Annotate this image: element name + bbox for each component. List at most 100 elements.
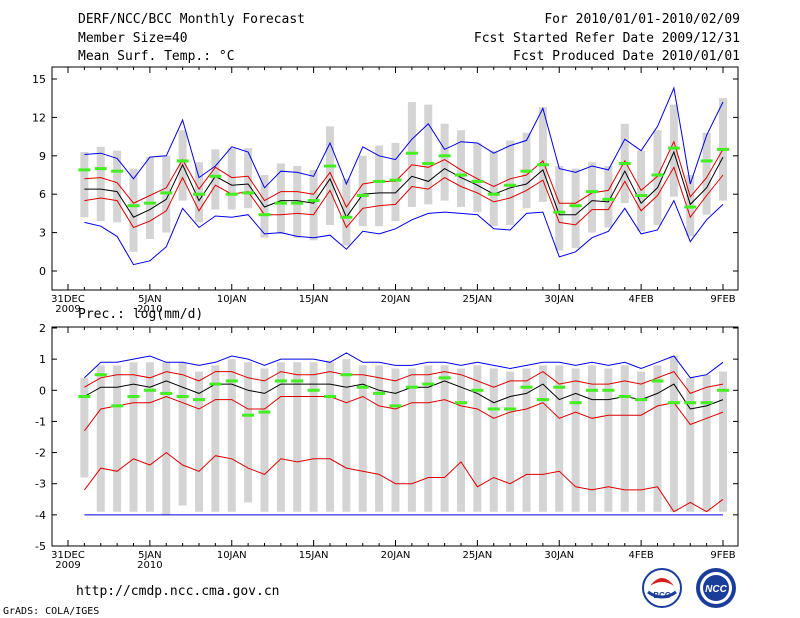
obs-marker-38	[684, 401, 697, 405]
fcst-produced-date: Fcst Produced Date 2010/01/01	[513, 49, 740, 64]
obs-marker-31	[569, 401, 582, 405]
box-27	[506, 140, 515, 225]
variable-label: Mean Surf. Temp.: °C	[78, 49, 235, 64]
box-28	[522, 368, 531, 512]
x-tick-label: 4FEB	[628, 294, 653, 305]
obs-marker-25	[471, 388, 484, 392]
box-32	[588, 162, 596, 233]
median-line	[84, 150, 724, 219]
obs-marker-19	[373, 391, 386, 395]
box-3	[113, 150, 122, 223]
x-tick-label: 10JAN	[217, 550, 247, 561]
obs-marker-28	[520, 169, 533, 173]
box-8	[195, 371, 203, 512]
box-26	[489, 150, 498, 227]
box-12	[260, 368, 269, 512]
q-upper-line	[84, 370, 724, 395]
box-13	[276, 163, 285, 234]
obs-marker-15	[307, 199, 320, 203]
x-tick-label: 9FEB	[710, 550, 735, 561]
x-tick-label: 20JAN	[381, 294, 411, 305]
x-tick-label: 2009	[55, 304, 80, 315]
obs-marker-27	[504, 183, 517, 187]
obs-marker-17	[340, 215, 353, 219]
box-25	[473, 143, 482, 213]
obs-marker-38	[684, 205, 697, 209]
box-7	[178, 362, 187, 506]
x-tick-label: 15JAN	[299, 294, 329, 305]
y-tick-label: 0	[39, 265, 46, 278]
y-tick-label: 9	[39, 150, 46, 163]
box-29	[538, 107, 547, 202]
obs-marker-6	[160, 191, 173, 195]
box-1	[80, 151, 89, 218]
median-line	[84, 380, 724, 410]
member-size: Member Size=40	[78, 31, 188, 46]
source-url[interactable]: http://cmdp.ncc.cma.gov.cn	[76, 584, 280, 599]
obs-marker-22	[422, 382, 435, 386]
box-39	[702, 374, 711, 512]
obs-marker-22	[422, 161, 435, 165]
y-tick-label: -2	[35, 447, 46, 460]
obs-marker-39	[700, 159, 713, 163]
precip-panel-title: Prec.: log(mm/d)	[78, 307, 203, 322]
obs-marker-7	[176, 159, 189, 163]
obs-marker-18	[356, 385, 369, 389]
obs-marker-35	[635, 398, 648, 402]
obs-marker-24	[455, 401, 467, 405]
box-31	[571, 168, 580, 248]
obs-marker-13	[274, 379, 287, 383]
x-tick-label: 30JAN	[544, 550, 574, 561]
box-32	[588, 365, 596, 512]
obs-marker-8	[193, 192, 205, 196]
x-tick-label: 5JAN	[138, 294, 161, 305]
box-8	[195, 162, 203, 223]
max-line	[84, 352, 724, 379]
y-tick-label: -3	[35, 478, 46, 491]
obs-marker-9	[209, 382, 222, 386]
obs-marker-4	[127, 395, 140, 399]
box-14	[293, 362, 302, 512]
box-24	[457, 368, 465, 512]
box-4	[129, 362, 138, 512]
box-29	[538, 365, 547, 512]
box-2	[96, 365, 105, 512]
box-4	[129, 168, 138, 252]
box-10	[227, 359, 236, 512]
obs-marker-25	[471, 179, 484, 183]
box-9	[211, 365, 220, 512]
obs-marker-20	[389, 178, 402, 182]
y-tick-label: 1	[39, 353, 46, 366]
box-20	[391, 143, 400, 222]
obs-marker-10	[225, 192, 238, 196]
q-tail-line	[84, 451, 724, 513]
obs-marker-17	[340, 373, 353, 377]
box-17	[342, 359, 351, 512]
box-26	[489, 368, 498, 512]
box-1	[80, 377, 89, 478]
obs-marker-34	[618, 395, 631, 399]
ncc-logo: NCC	[696, 568, 736, 608]
min-line	[84, 199, 724, 266]
box-21	[407, 368, 416, 512]
box-3	[113, 365, 122, 512]
q-lower-line	[84, 166, 724, 229]
obs-marker-13	[274, 201, 287, 205]
obs-marker-36	[651, 379, 664, 383]
box-11	[244, 148, 253, 209]
box-16	[326, 362, 334, 512]
x-tick-label: 4FEB	[628, 550, 653, 561]
y-tick-label: 0	[39, 384, 46, 397]
obs-marker-28	[520, 385, 533, 389]
max-line	[84, 86, 724, 189]
obs-marker-18	[356, 193, 369, 197]
box-13	[276, 362, 285, 512]
box-11	[244, 362, 253, 503]
box-30	[555, 365, 564, 512]
obs-marker-2	[94, 167, 107, 171]
fcst-started-date: Fcst Started Refer Date 2009/12/31	[473, 31, 740, 46]
box-33	[604, 368, 613, 512]
obs-marker-1	[78, 395, 91, 399]
obs-marker-31	[569, 204, 582, 208]
obs-marker-7	[176, 395, 189, 399]
